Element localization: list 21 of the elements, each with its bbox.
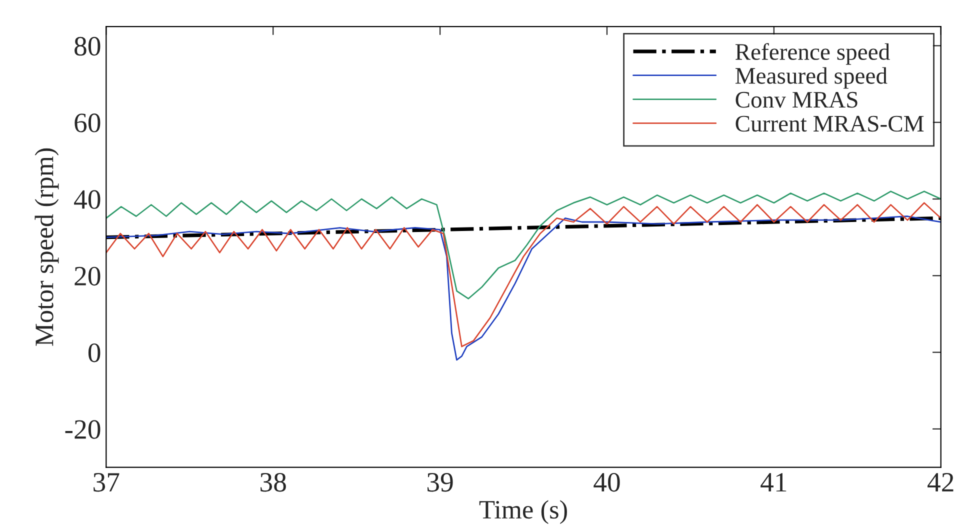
- line-series: [106, 202, 941, 348]
- y-tick-label: 0: [88, 343, 100, 362]
- y-tick-label: 60: [74, 114, 100, 132]
- x-tick-label: 37: [94, 473, 120, 492]
- line-series: [106, 190, 941, 300]
- x-tick-label: 38: [260, 472, 286, 492]
- x-axis-title: Time (s): [479, 500, 567, 524]
- x-tick-label: 39: [427, 473, 453, 492]
- y-tick-label: 20: [74, 266, 100, 286]
- legend-label: Conv MRAS: [736, 92, 858, 108]
- legend-label: Current MRAS-CM: [736, 116, 924, 132]
- line-series: [106, 216, 941, 361]
- legend-label: Reference speed: [735, 43, 890, 65]
- y-axis-title: Motor speed (rpm): [34, 148, 59, 346]
- y-tick-label: 80: [74, 36, 100, 56]
- y-tick-label: 40: [74, 190, 100, 209]
- x-tick-label: 42: [928, 473, 954, 492]
- legend-label: Measured speed: [735, 67, 888, 89]
- y-tick-label: -20: [65, 420, 100, 439]
- x-tick-label: 41: [760, 473, 786, 492]
- x-tick-label: 40: [594, 472, 620, 492]
